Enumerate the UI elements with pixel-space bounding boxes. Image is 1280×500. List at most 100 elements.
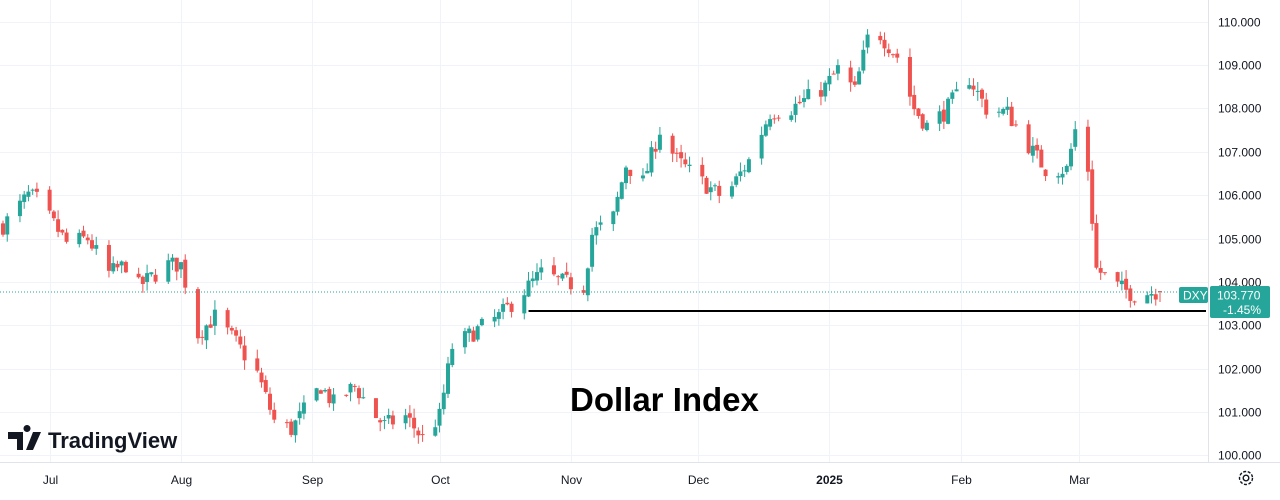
candle-body xyxy=(746,159,751,173)
candle-body xyxy=(920,114,925,129)
candle xyxy=(568,272,573,295)
candle xyxy=(950,89,955,104)
price-badge-bg xyxy=(1210,286,1270,318)
candle-body xyxy=(34,188,39,192)
candle-body xyxy=(509,303,514,312)
price-tick-label: 101.000 xyxy=(1218,406,1262,420)
price-tick-label: 103.000 xyxy=(1218,319,1262,333)
candle-body xyxy=(585,268,590,296)
candle xyxy=(119,260,124,274)
candle xyxy=(598,215,603,231)
candle-body xyxy=(670,135,675,154)
candle-body xyxy=(522,295,527,314)
candle-body xyxy=(382,420,387,422)
candle-body xyxy=(645,170,650,174)
candle-body xyxy=(1094,223,1099,268)
candle-body xyxy=(615,196,620,212)
candle-body xyxy=(818,90,823,97)
candle-body xyxy=(212,309,217,326)
candle-body xyxy=(289,421,294,435)
candle-body xyxy=(94,245,99,249)
candle-body xyxy=(835,65,840,74)
candle-body xyxy=(704,177,709,194)
candle-body xyxy=(136,273,141,278)
candle-body xyxy=(1005,106,1010,110)
candle xyxy=(564,262,569,278)
candle xyxy=(450,343,455,368)
candle xyxy=(272,402,277,424)
candle-body xyxy=(1102,272,1107,274)
candle-body xyxy=(145,273,150,282)
candle-body xyxy=(700,164,705,177)
candle-body xyxy=(140,276,145,284)
candle xyxy=(657,126,662,153)
candle-body xyxy=(200,336,205,338)
candle xyxy=(441,384,446,415)
candle-body xyxy=(996,111,1001,113)
candle-body xyxy=(912,94,917,110)
lines xyxy=(0,291,1208,313)
candle xyxy=(496,308,501,326)
candle-body xyxy=(560,273,565,279)
candle-body xyxy=(352,385,357,387)
candle xyxy=(831,70,836,75)
candle xyxy=(34,182,39,198)
candle xyxy=(174,257,179,281)
candle xyxy=(848,60,853,92)
candle xyxy=(1001,107,1006,116)
candle-body xyxy=(60,229,65,233)
candle xyxy=(255,349,260,373)
candle xyxy=(462,327,467,354)
candle xyxy=(556,274,561,286)
candle xyxy=(793,96,798,123)
candle-body xyxy=(297,411,302,419)
candle xyxy=(1094,214,1099,270)
candle-body xyxy=(268,393,272,410)
candle xyxy=(522,289,527,320)
candle-body xyxy=(1026,124,1031,154)
candle-body xyxy=(314,388,319,401)
candle-body xyxy=(535,272,539,281)
candle-body xyxy=(361,397,366,399)
candle-body xyxy=(1145,295,1150,304)
gear-icon[interactable] xyxy=(1238,470,1254,486)
candle-body xyxy=(1098,268,1103,273)
candle xyxy=(183,254,188,295)
candle-body xyxy=(505,302,510,305)
candle-body xyxy=(564,271,569,275)
price-axis[interactable]: 110.000 109.000 108.000 107.000 106.000 105.0… xyxy=(1208,0,1262,463)
candle-body xyxy=(971,85,976,90)
candle xyxy=(170,254,175,271)
candle-body xyxy=(1030,145,1035,156)
candle xyxy=(530,270,535,288)
candle xyxy=(797,95,802,105)
candle xyxy=(327,386,332,408)
candle xyxy=(225,307,230,335)
candle xyxy=(713,183,717,192)
time-tick-label: Sep xyxy=(302,473,324,487)
candle xyxy=(284,419,289,428)
candle xyxy=(912,85,917,116)
candle xyxy=(585,267,590,302)
candle-body xyxy=(238,336,243,345)
candle xyxy=(437,402,442,433)
candle-body xyxy=(1119,280,1124,285)
candle-body xyxy=(598,222,603,225)
time-axis[interactable]: Jul Aug Sep Oct Nov Dec 2025 Feb Mar xyxy=(0,462,1280,488)
candle-body xyxy=(471,330,476,342)
candle xyxy=(1153,288,1158,306)
candle-body xyxy=(581,290,586,293)
candle-body xyxy=(420,434,425,436)
candle-body xyxy=(594,227,599,236)
candle xyxy=(386,408,391,424)
candle-body xyxy=(416,430,421,436)
candle-body xyxy=(551,265,556,275)
candle xyxy=(200,330,205,345)
candle xyxy=(263,375,268,394)
candle xyxy=(22,190,27,209)
candle-body xyxy=(611,211,616,225)
candle xyxy=(166,253,171,284)
candle-body xyxy=(738,171,743,177)
